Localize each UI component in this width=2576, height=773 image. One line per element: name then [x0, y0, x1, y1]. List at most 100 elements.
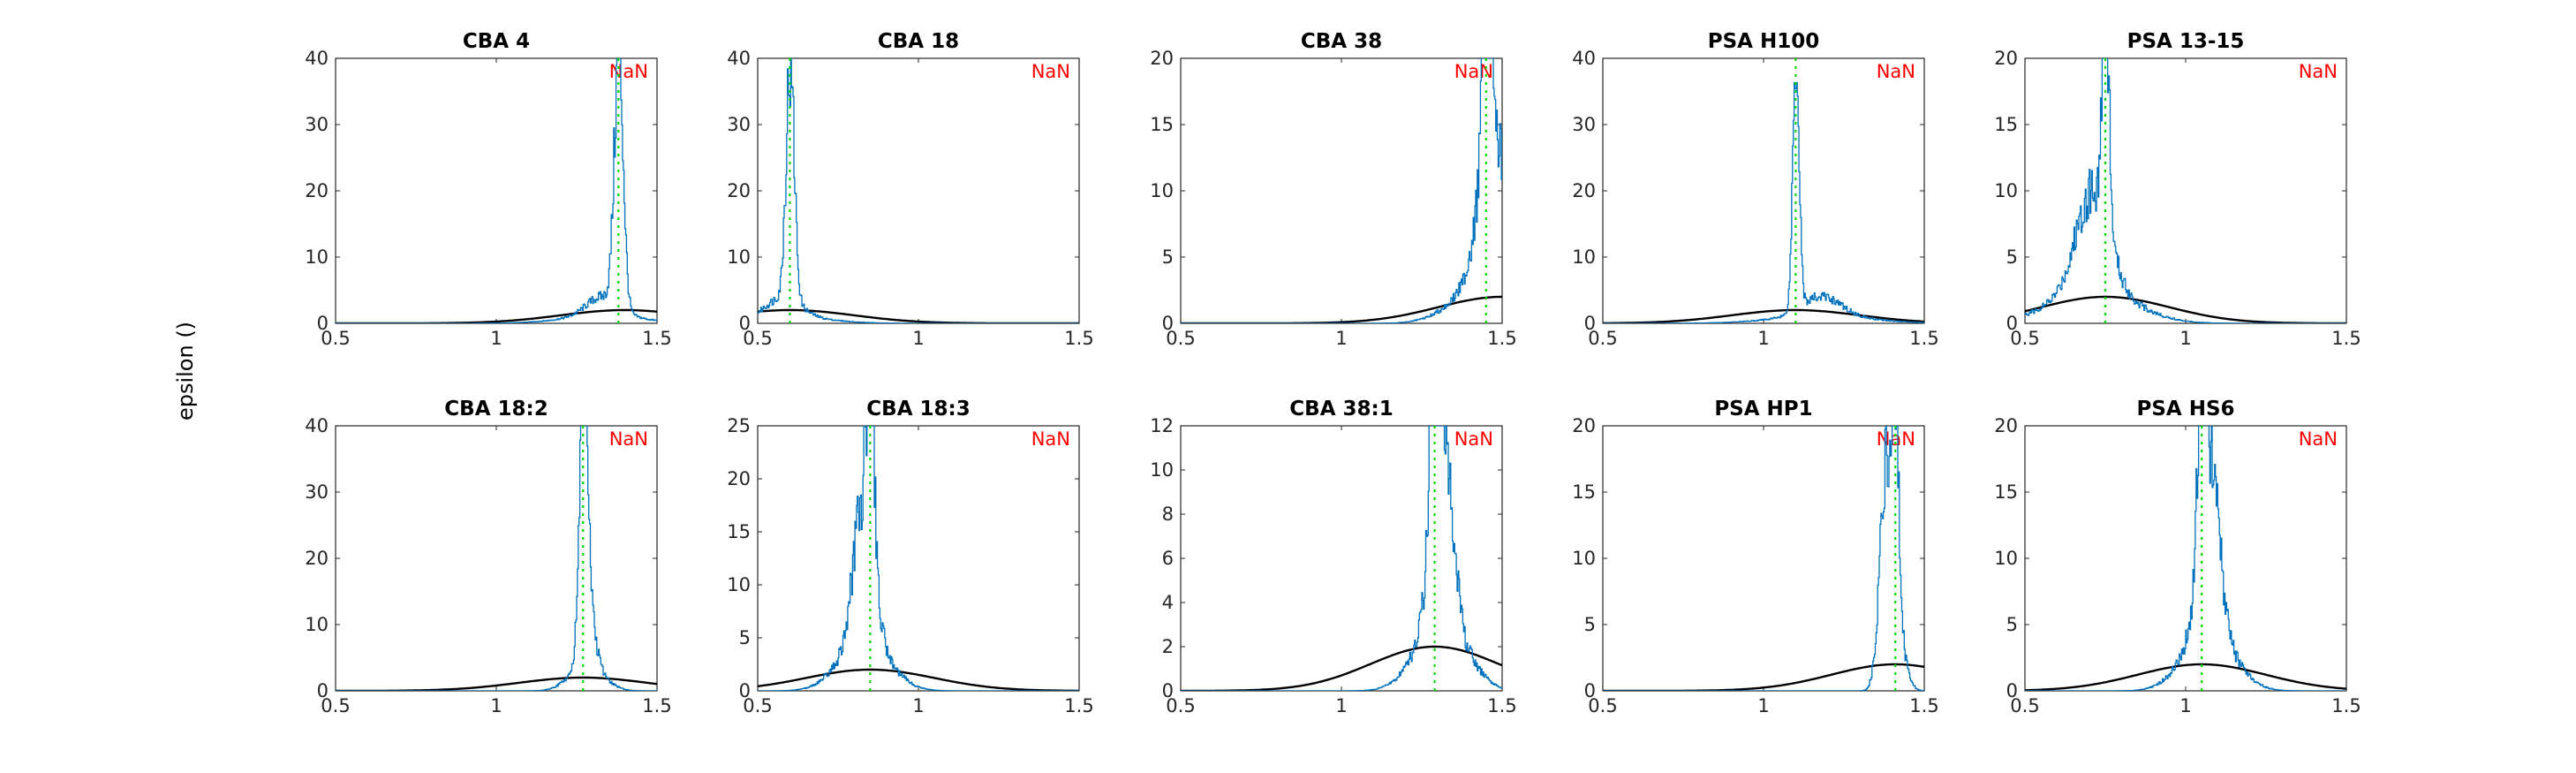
y-tick-label: 30	[1572, 114, 1596, 135]
x-tick-label: 1.5	[2331, 328, 2361, 349]
panel-annotation: NaN	[609, 61, 648, 82]
panel-cba-38: CBA 38 NaN 0.5 1 1.5 0 5 10 15 20	[1150, 30, 1516, 349]
x-tick-label: 0.5	[1588, 328, 1617, 349]
y-tick-label: 20	[305, 548, 329, 569]
x-tick-label: 1.5	[1487, 328, 1516, 349]
gaussian-fit-line	[336, 308, 657, 323]
y-tick-label: 5	[1162, 246, 1174, 268]
x-tick-label: 1	[1335, 328, 1347, 349]
y-tick-label: 5	[1584, 614, 1596, 635]
y-tick-label: 25	[727, 415, 751, 436]
panel-annotation: NaN	[2299, 428, 2338, 450]
panel-annotation: NaN	[1031, 428, 1070, 450]
y-tick-label: 10	[305, 246, 329, 268]
histogram-line	[2025, 426, 2346, 691]
plot-frame	[335, 57, 658, 324]
x-tick-label: 1.5	[1487, 695, 1516, 716]
y-tick-label: 20	[1150, 48, 1174, 69]
y-tick-label: 5	[2006, 246, 2018, 268]
plot-frame	[757, 425, 1080, 692]
plot-frame	[757, 57, 1080, 324]
plot-frame	[1180, 57, 1503, 324]
panel-annotation: NaN	[1877, 428, 1915, 450]
panel-psa-hs6: PSA HS6 NaN 0.5 1 1.5 0 5 10 15 20	[1994, 398, 2361, 716]
panel-title: PSA HP1	[1714, 398, 1812, 421]
y-tick-label: 4	[1162, 592, 1174, 613]
panel-annotation: NaN	[1031, 61, 1070, 82]
panel-title: CBA 38:1	[1289, 398, 1393, 421]
y-tick-label: 0	[317, 313, 329, 334]
y-tick-label: 15	[1150, 114, 1174, 135]
x-tick-label: 0.5	[2010, 328, 2039, 349]
y-tick-label: 10	[727, 574, 751, 595]
panel-cba-18-3: CBA 18:3 NaN 0.5 1 1.5 0 5 10 15 20 25	[727, 398, 1093, 716]
y-tick-label: 40	[1572, 48, 1596, 69]
panel-cba-4: CBA 4 NaN 0.5 1 1.5 0 10 20 30 40	[305, 30, 671, 349]
gaussian-fit-line	[1603, 308, 1924, 323]
histogram-line	[1181, 58, 1502, 323]
x-tick-label: 1.5	[1909, 328, 1938, 349]
y-tick-label: 20	[305, 180, 329, 201]
y-tick-label: 15	[1994, 114, 2018, 135]
panel-psa-13-15: PSA 13-15 NaN 0.5 1 1.5 0 5 10 15 20	[1994, 30, 2361, 349]
histogram-line	[1603, 81, 1924, 323]
y-tick-label: 0	[1584, 680, 1596, 701]
y-tick-label: 20	[1572, 180, 1596, 201]
y-tick-label: 2	[1162, 636, 1174, 657]
x-tick-label: 1.5	[1064, 328, 1093, 349]
y-tick-label: 10	[1150, 459, 1174, 481]
x-tick-label: 1.5	[1909, 695, 1938, 716]
y-tick-label: 8	[1162, 504, 1174, 525]
panel-cba-18-2: CBA 18:2 NaN 0.5 1 1.5 0 10 20 30 40	[305, 398, 671, 716]
histogram-line	[2025, 58, 2346, 323]
x-tick-label: 1.5	[1064, 695, 1093, 716]
x-tick-label: 0.5	[1588, 695, 1617, 716]
plot-frame	[1602, 57, 1925, 324]
y-tick-label: 5	[2006, 614, 2018, 635]
y-tick-label: 20	[727, 180, 751, 201]
y-tick-label: 15	[1572, 481, 1596, 503]
panel-psa-h100: PSA H100 NaN 0.5 1 1.5 0 10 20 30 40	[1572, 30, 1938, 349]
panel-annotation: NaN	[609, 428, 648, 450]
panel-title: PSA HS6	[2136, 398, 2234, 421]
x-tick-label: 1	[2179, 328, 2191, 349]
panel-title: PSA H100	[1708, 30, 1820, 53]
y-tick-label: 0	[1584, 313, 1596, 334]
y-tick-label: 30	[305, 114, 329, 135]
x-tick-label: 1	[1757, 328, 1769, 349]
x-tick-label: 0.5	[321, 328, 350, 349]
x-tick-label: 0.5	[2010, 695, 2039, 716]
panel-annotation: NaN	[1454, 61, 1493, 82]
y-tick-label: 40	[727, 48, 751, 69]
y-tick-label: 0	[739, 680, 751, 701]
panel-title: CBA 38	[1301, 30, 1382, 53]
panel-cba-38-1: CBA 38:1 NaN 0.5 1 1.5 0 2 4 6 8 10 12	[1150, 398, 1516, 716]
histogram-line	[1181, 426, 1502, 691]
y-tick-label: 5	[739, 627, 751, 648]
y-tick-label: 10	[727, 246, 751, 268]
x-tick-label: 1	[1335, 695, 1347, 716]
gaussian-fit-line	[758, 668, 1079, 691]
gaussian-fit-line	[1603, 663, 1924, 691]
panel-title: CBA 18:2	[444, 398, 548, 421]
y-tick-label: 0	[1162, 680, 1174, 701]
x-tick-label: 1.5	[2331, 695, 2361, 716]
y-tick-label: 20	[727, 468, 751, 489]
panel-psa-hp1: PSA HP1 NaN 0.5 1 1.5 0 5 10 15 20	[1572, 398, 1938, 716]
y-tick-label: 20	[1572, 415, 1596, 436]
histogram-line	[336, 58, 657, 323]
y-tick-label: 10	[1994, 180, 2018, 201]
y-tick-label: 30	[727, 114, 751, 135]
panel-annotation: NaN	[1454, 428, 1493, 450]
y-tick-label: 40	[305, 48, 329, 69]
panel-title: CBA 18	[878, 30, 959, 53]
x-tick-label: 1	[1757, 695, 1769, 716]
gaussian-fit-line	[2025, 663, 2346, 691]
x-tick-label: 1	[912, 695, 924, 716]
y-axis-label: epsilon ()	[173, 322, 198, 421]
x-tick-label: 0.5	[743, 695, 772, 716]
x-tick-label: 0.5	[321, 695, 350, 716]
y-tick-label: 15	[1994, 481, 2018, 503]
